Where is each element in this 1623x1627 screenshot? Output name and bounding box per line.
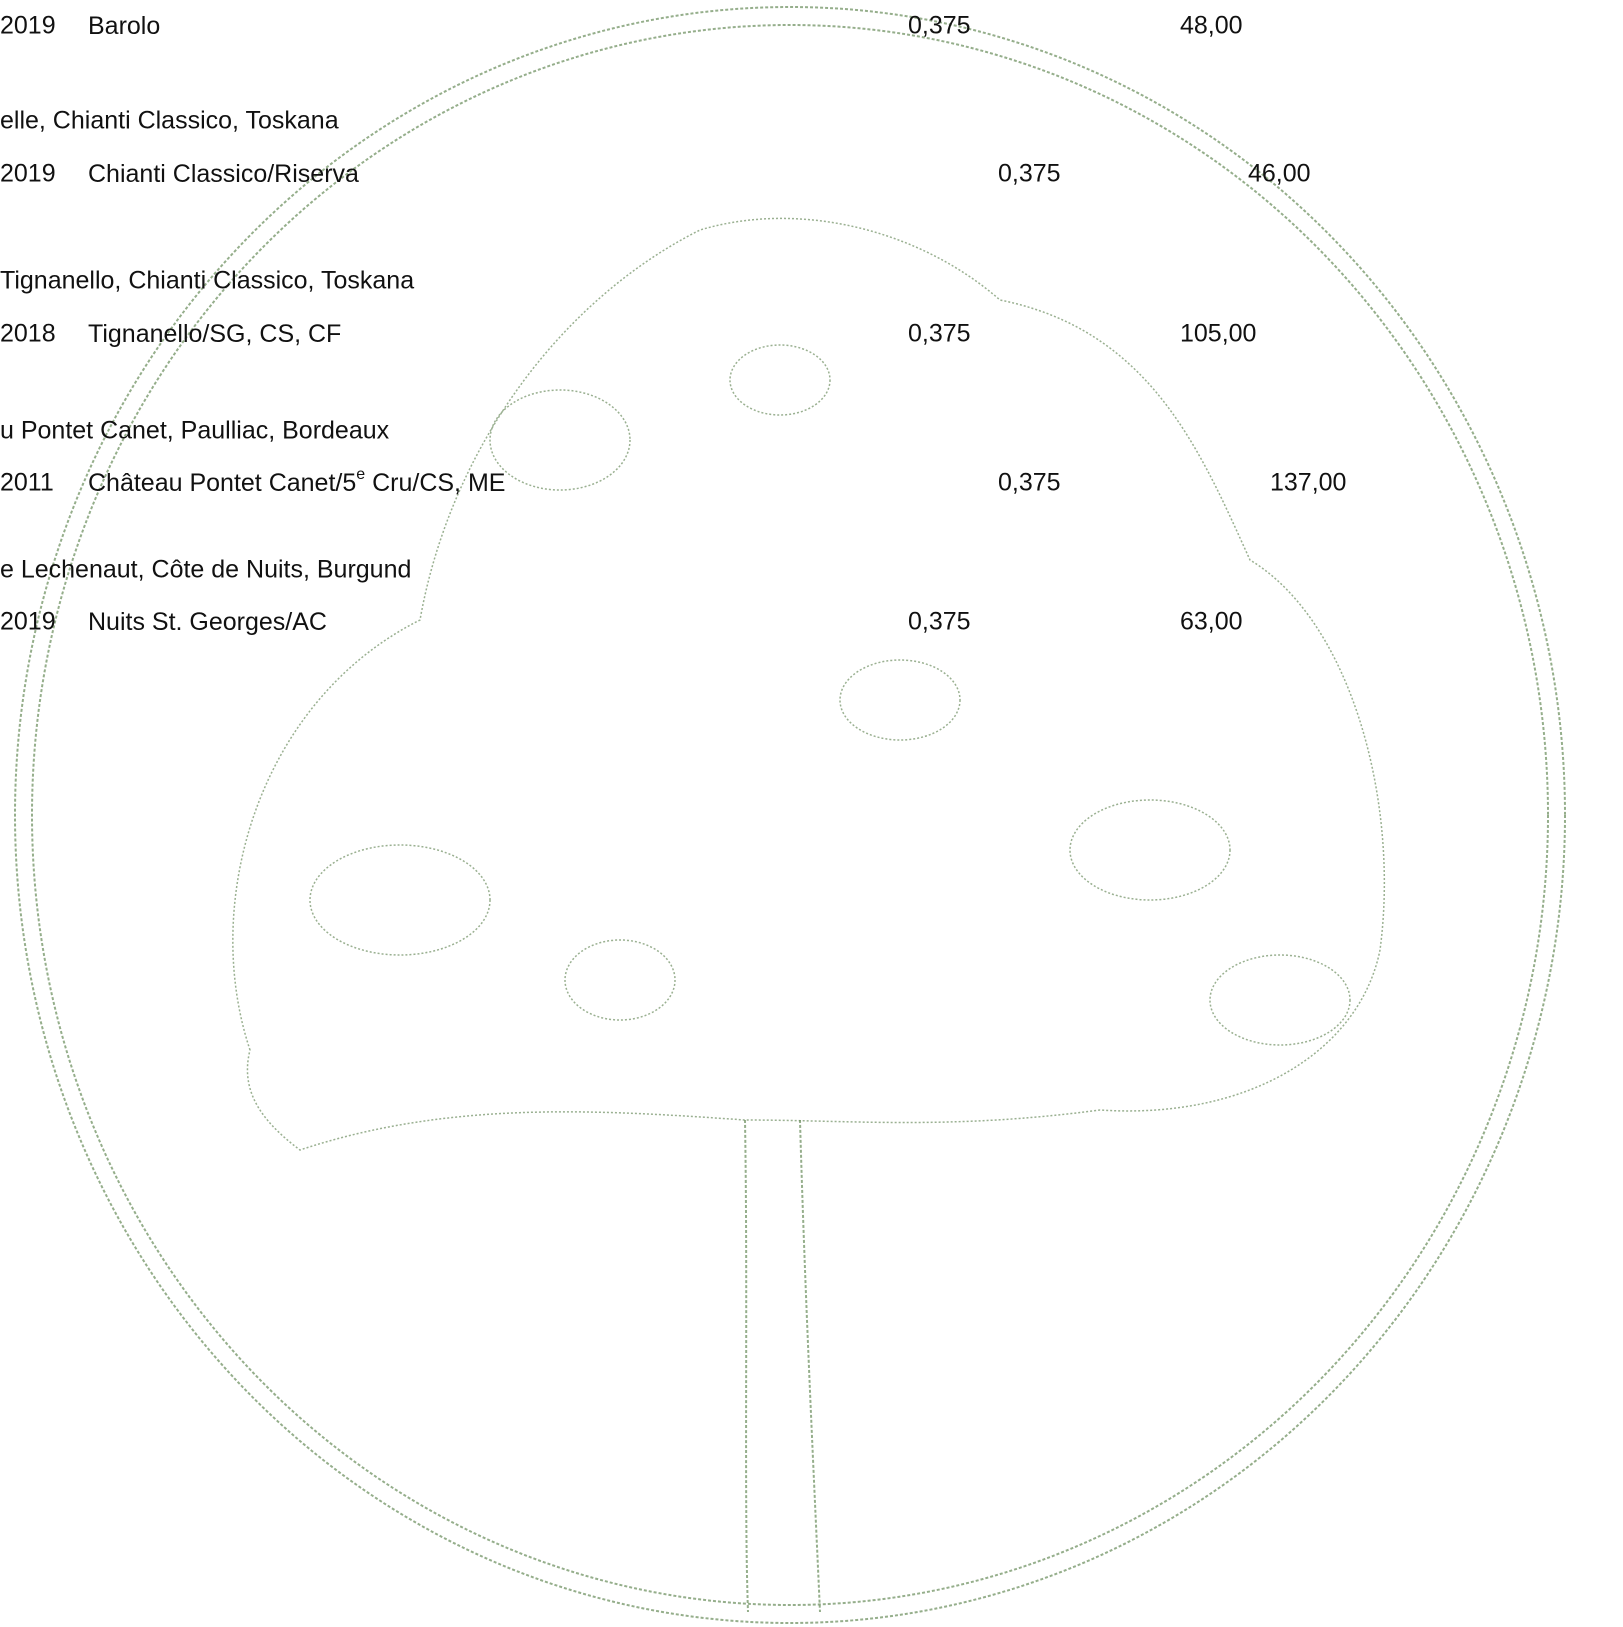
price: 48,00 — [1180, 12, 1243, 40]
wine-name: Barolo — [88, 12, 160, 40]
wine-name-main: Chianti Classico/Riserva — [88, 160, 359, 188]
producer: elle, Chianti Classico, Toskana — [0, 107, 339, 135]
price: 46,00 — [1248, 160, 1311, 188]
producer: e Lechenaut, Côte de Nuits, Burgund — [0, 556, 411, 584]
price: 137,00 — [1270, 469, 1346, 497]
volume: 0,375 — [998, 160, 1061, 188]
vintage: 2019 — [0, 12, 56, 40]
superscript: e — [356, 466, 365, 483]
vintage: 2011 — [0, 469, 54, 497]
volume: 0,375 — [908, 12, 971, 40]
price: 63,00 — [1180, 608, 1243, 636]
volume: 0,375 — [998, 469, 1061, 497]
vintage: 2018 — [0, 320, 56, 348]
tree-watermark — [14, 6, 1566, 1624]
wine-name: Nuits St. Georges/AC — [88, 608, 327, 636]
price: 105,00 — [1180, 320, 1256, 348]
volume: 0,375 — [908, 320, 971, 348]
wine-name-main: Château Pontet Canet/5 — [88, 469, 356, 497]
producer: u Pontet Canet, Paulliac, Bordeaux — [0, 417, 390, 445]
wine-name-main: Nuits St. Georges/AC — [88, 608, 327, 636]
wine-name-main: Barolo — [88, 12, 160, 40]
volume: 0,375 — [908, 608, 971, 636]
vintage: 2019 — [0, 608, 56, 636]
producer: Tignanello, Chianti Classico, Toskana — [0, 267, 414, 295]
wine-name: Château Pontet Canet/5e Cru/CS, ME — [88, 466, 505, 496]
wine-name: Tignanello/SG, CS, CF — [88, 320, 341, 348]
vintage: 2019 — [0, 160, 56, 188]
wine-name: Chianti Classico/Riserva — [88, 160, 359, 188]
wine-name-main: Tignanello/SG, CS, CF — [88, 320, 341, 348]
wine-entries: 2019 Barolo 0,375 48,00 elle, Chianti Classi… — [0, 12, 1346, 636]
wine-name-rest: Cru/CS, ME — [365, 469, 505, 497]
